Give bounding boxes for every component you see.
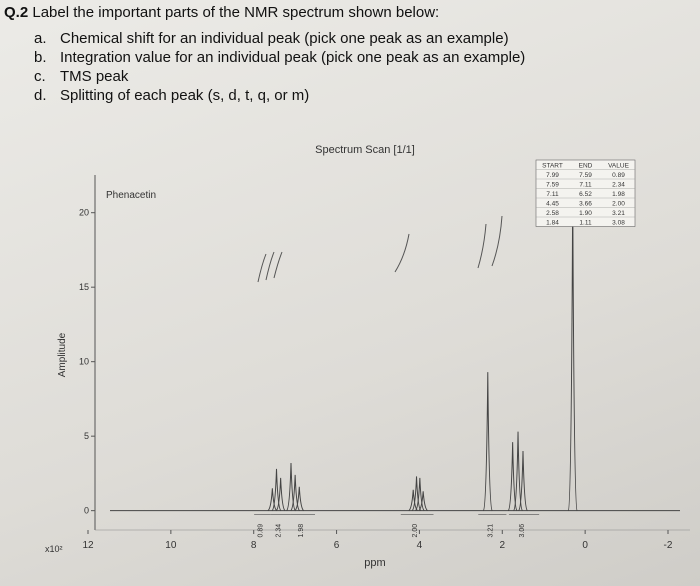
peak — [411, 476, 422, 512]
integration-table — [535, 159, 636, 227]
question-number: Q.2 — [4, 4, 29, 21]
x-tick-label: 6 — [334, 540, 340, 551]
table-cell: 7.11 — [546, 191, 559, 198]
y-tick-label: 20 — [79, 208, 89, 218]
peak — [271, 468, 282, 512]
peak — [267, 488, 278, 512]
question-title: Q.2 Label the important parts of the NMR… — [4, 4, 694, 21]
compound-name: Phenacetin — [106, 190, 156, 201]
integral-label: 3.06 — [519, 524, 526, 538]
question: Q.2 Label the important parts of the NMR… — [4, 4, 694, 105]
y-tick-label: 10 — [79, 357, 89, 367]
peak — [408, 489, 418, 512]
peak — [275, 477, 286, 512]
peak — [482, 372, 493, 512]
table-cell: 1.90 — [579, 210, 592, 217]
item-text: Splitting of each peak (s, d, t, q, or m… — [60, 87, 310, 104]
table-cell: 7.59 — [579, 172, 592, 179]
table-cell: 2.34 — [612, 182, 625, 189]
item-letter: c. — [34, 68, 46, 85]
table-header: END — [579, 163, 593, 170]
question-items: a. Chemical shift for an individual peak … — [4, 29, 694, 105]
table-cell: 1.84 — [546, 220, 559, 227]
x-axis-label: ppm — [364, 557, 385, 569]
y-axis-label: Amplitude — [57, 332, 68, 377]
table-cell: 0.89 — [612, 172, 625, 179]
integral-label: 3.21 — [487, 524, 494, 538]
table-header: VALUE — [608, 163, 629, 170]
item-letter: b. — [34, 49, 47, 66]
peak — [415, 477, 425, 512]
item-text: TMS peak — [60, 68, 129, 85]
question-text: Label the important parts of the NMR spe… — [32, 4, 440, 21]
x-tick-label: 10 — [165, 540, 177, 551]
table-cell: 2.00 — [612, 201, 625, 208]
y-tick-label: 0 — [84, 506, 89, 516]
x-tick-label: 4 — [417, 540, 423, 551]
x-tick-label: -2 — [664, 540, 673, 551]
y-multiplier: x10² — [45, 544, 63, 554]
table-cell: 3.66 — [579, 201, 592, 208]
x-tick-label: 0 — [582, 540, 588, 551]
integration-curves — [257, 215, 503, 283]
table-cell: 4.45 — [546, 201, 559, 208]
table-cell: 3.21 — [612, 210, 625, 217]
integral-label: 2.34 — [276, 524, 283, 538]
table-cell: 6.52 — [579, 191, 592, 198]
integral-label: 2.00 — [412, 524, 419, 538]
table-cell: 3.08 — [612, 220, 625, 227]
peak — [286, 462, 296, 512]
table-cell: 2.58 — [546, 210, 559, 217]
x-tick-label: 2 — [500, 540, 506, 551]
integration-curve — [394, 233, 410, 273]
peak — [518, 451, 528, 512]
table-cell: 7.11 — [579, 182, 592, 189]
table-cell: 7.99 — [546, 172, 559, 179]
integration-curve — [257, 251, 283, 283]
question-item: b. Integration value for an individual pe… — [34, 48, 694, 67]
table-header: START — [542, 163, 563, 170]
y-tick-label: 15 — [79, 282, 89, 292]
question-item: d. Splitting of each peak (s, d, t, q, or… — [34, 86, 694, 105]
table-cell: 1.98 — [612, 191, 625, 198]
x-tick-label: 12 — [82, 540, 94, 551]
integration-curve — [477, 215, 503, 269]
peak — [418, 491, 428, 512]
integral-label: 0.89 — [257, 524, 264, 538]
item-text: Chemical shift for an individual peak (p… — [60, 30, 509, 47]
question-item: a. Chemical shift for an individual peak … — [34, 29, 694, 48]
table-cell: 1.11 — [579, 220, 592, 227]
integral-label: 1.98 — [298, 524, 305, 538]
item-text: Integration value for an individual peak… — [60, 49, 526, 66]
x-tick-label: 8 — [251, 540, 257, 551]
spectrum-title: Spectrum Scan [1/1] — [315, 144, 415, 156]
peak — [294, 486, 305, 512]
table-cell: 7.59 — [546, 182, 559, 189]
item-letter: d. — [34, 87, 47, 104]
peak — [567, 185, 578, 512]
item-letter: a. — [34, 30, 47, 47]
question-item: c. TMS peak — [34, 67, 694, 86]
peak — [290, 474, 300, 512]
y-tick-label: 5 — [84, 431, 89, 441]
